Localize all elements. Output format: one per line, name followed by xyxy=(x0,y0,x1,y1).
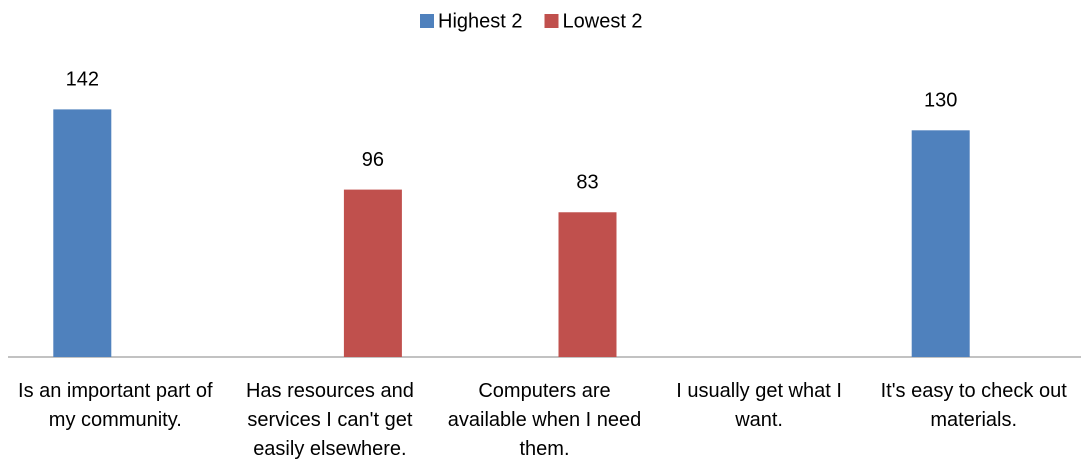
data-label: 130 xyxy=(924,90,957,112)
x-tick-label: It's easy to check out materials. xyxy=(881,380,1068,431)
x-tick-label: Has resources and services I can't get eas… xyxy=(246,380,414,460)
bar xyxy=(558,212,617,357)
x-tick-label: Is an important part of my community. xyxy=(18,380,213,431)
data-label: 142 xyxy=(66,69,99,91)
legend-swatch xyxy=(544,14,559,28)
legend-swatch xyxy=(420,14,434,28)
legend: Highest 2 Lowest 2 xyxy=(420,10,643,32)
bar xyxy=(53,109,112,357)
bar xyxy=(911,130,970,357)
legend-label: Highest 2 xyxy=(438,10,523,32)
data-label: 96 xyxy=(362,149,384,171)
x-tick-label: Computers are available when I need them. xyxy=(448,380,641,460)
legend-label: Lowest 2 xyxy=(563,10,643,32)
data-label: 83 xyxy=(576,172,598,194)
bar xyxy=(343,189,402,357)
